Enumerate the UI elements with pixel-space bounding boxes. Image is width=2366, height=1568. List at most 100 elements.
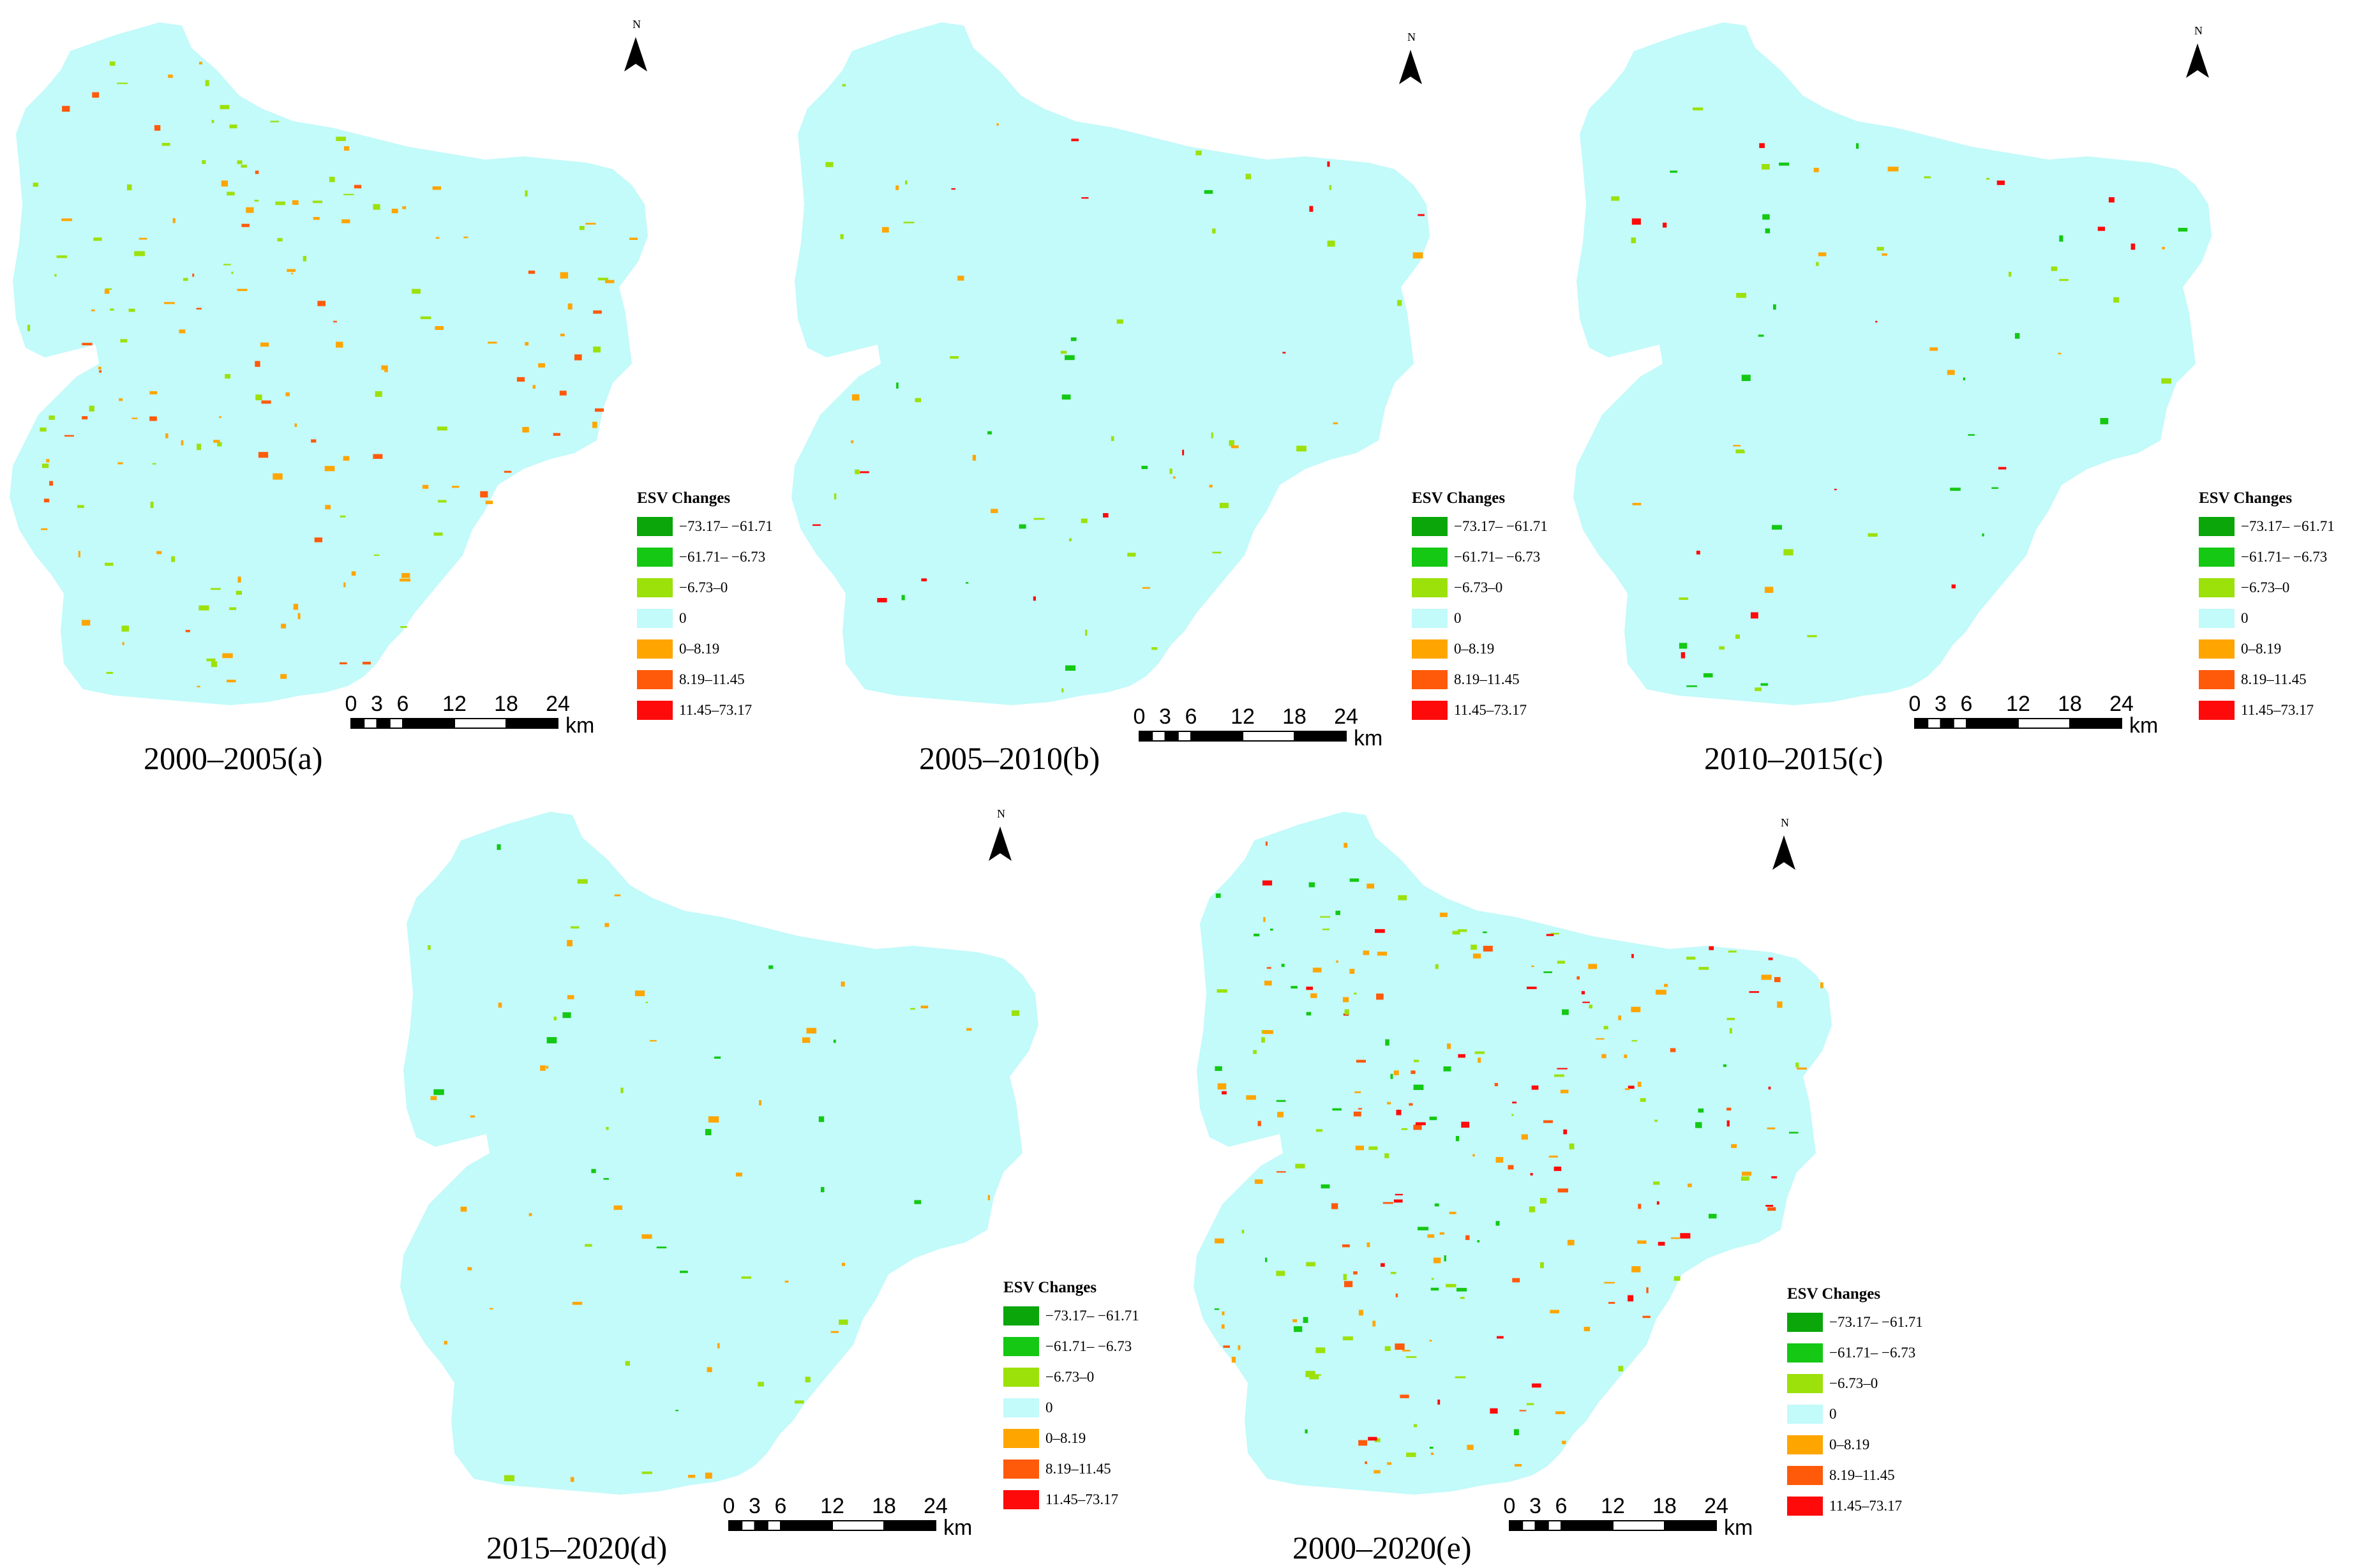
change-patch — [2059, 279, 2069, 281]
legend-title: ESV Changes — [2199, 489, 2292, 507]
change-patch — [1354, 1091, 1361, 1093]
change-patch — [168, 74, 173, 78]
change-patch — [61, 218, 72, 221]
change-patch — [1951, 584, 1956, 588]
scale-segment — [883, 1520, 936, 1531]
change-patch — [1726, 1120, 1730, 1127]
change-patch — [227, 680, 236, 683]
scale-tick-label: 6 — [397, 692, 409, 716]
change-patch — [246, 207, 254, 213]
change-patch — [1254, 934, 1260, 937]
change-patch — [553, 433, 560, 436]
change-patch — [1219, 502, 1229, 509]
legend-swatch — [1003, 1490, 1039, 1509]
change-patch — [1731, 1144, 1737, 1148]
legend-swatch — [2199, 578, 2235, 597]
north-arrow-icon — [989, 826, 1012, 861]
legend-swatch — [637, 670, 673, 689]
change-patch — [1457, 929, 1467, 932]
change-patch — [1215, 1238, 1224, 1244]
change-patch — [1365, 1461, 1367, 1465]
change-patch — [1656, 989, 1666, 995]
change-patch — [237, 160, 243, 165]
change-patch — [1315, 1347, 1326, 1354]
change-patch — [1478, 1057, 1481, 1063]
scale-segment — [741, 1520, 756, 1531]
legend-label: 0 — [1829, 1406, 1837, 1422]
change-patch — [1222, 1311, 1225, 1315]
change-patch — [1321, 1184, 1330, 1189]
change-patch — [260, 342, 269, 347]
change-patch — [1767, 1207, 1776, 1211]
change-patch — [597, 278, 608, 281]
change-patch — [585, 223, 596, 225]
change-patch — [432, 186, 441, 190]
panel-caption: 2010–2015(c) — [1704, 740, 1883, 776]
scale-unit: km — [943, 1516, 972, 1540]
change-patch — [77, 505, 84, 508]
change-patch — [1261, 1037, 1265, 1043]
change-patch — [528, 1213, 532, 1216]
change-patch — [1282, 352, 1286, 354]
change-patch — [2059, 235, 2063, 242]
scale-tick-label: 24 — [924, 1494, 948, 1518]
change-patch — [99, 370, 102, 373]
change-patch — [420, 316, 431, 320]
change-patch — [280, 674, 287, 679]
change-patch — [2161, 378, 2171, 384]
scale-segment — [1139, 731, 1153, 742]
change-patch — [1950, 488, 1961, 491]
change-patch — [433, 1089, 444, 1095]
scale-unit: km — [565, 713, 594, 738]
change-patch — [842, 84, 846, 87]
change-patch — [567, 939, 573, 946]
change-patch — [593, 310, 602, 314]
study-area-boundary — [400, 812, 1038, 1495]
scale-segment — [754, 1520, 768, 1531]
change-patch — [1795, 1062, 1799, 1068]
change-patch — [567, 995, 574, 999]
change-patch — [1033, 596, 1036, 601]
change-patch — [1374, 1438, 1381, 1442]
change-patch — [1654, 1119, 1658, 1122]
change-patch — [680, 1271, 688, 1273]
change-patch — [2162, 246, 2165, 250]
scale-segment — [1547, 1520, 1562, 1531]
change-patch — [463, 236, 468, 239]
change-patch — [1169, 468, 1172, 474]
change-patch — [1312, 1374, 1321, 1376]
change-patch — [1358, 1108, 1363, 1110]
study-area-boundary — [791, 22, 1430, 705]
change-patch — [951, 188, 955, 190]
change-patch — [152, 463, 156, 465]
legend-label: 11.45–73.17 — [679, 702, 752, 718]
change-patch — [1429, 1116, 1437, 1121]
change-patch — [882, 227, 889, 233]
change-patch — [489, 1308, 493, 1310]
change-patch — [708, 1116, 719, 1123]
change-patch — [294, 423, 297, 427]
change-patch — [1434, 1203, 1439, 1207]
scale-segment — [389, 718, 403, 729]
change-patch — [1618, 1015, 1621, 1020]
change-patch — [237, 288, 248, 291]
scale-tick-label: 24 — [1704, 1494, 1728, 1518]
scale-segment — [1294, 731, 1347, 742]
change-patch — [311, 439, 317, 443]
change-patch — [1212, 551, 1222, 554]
change-patch — [1329, 185, 1331, 190]
change-patch — [1215, 893, 1221, 898]
change-patch — [1834, 488, 1837, 491]
legend-label: 0–8.19 — [2241, 641, 2281, 657]
change-patch — [460, 1206, 467, 1212]
change-patch — [1374, 1470, 1381, 1474]
change-patch — [920, 1005, 929, 1008]
change-patch — [231, 271, 234, 274]
change-patch — [1779, 162, 1790, 166]
change-patch — [1751, 612, 1758, 619]
change-patch — [1768, 1086, 1771, 1090]
change-patch — [241, 165, 247, 168]
change-patch — [171, 556, 176, 562]
change-patch — [467, 1267, 472, 1271]
change-patch — [1295, 1163, 1305, 1169]
